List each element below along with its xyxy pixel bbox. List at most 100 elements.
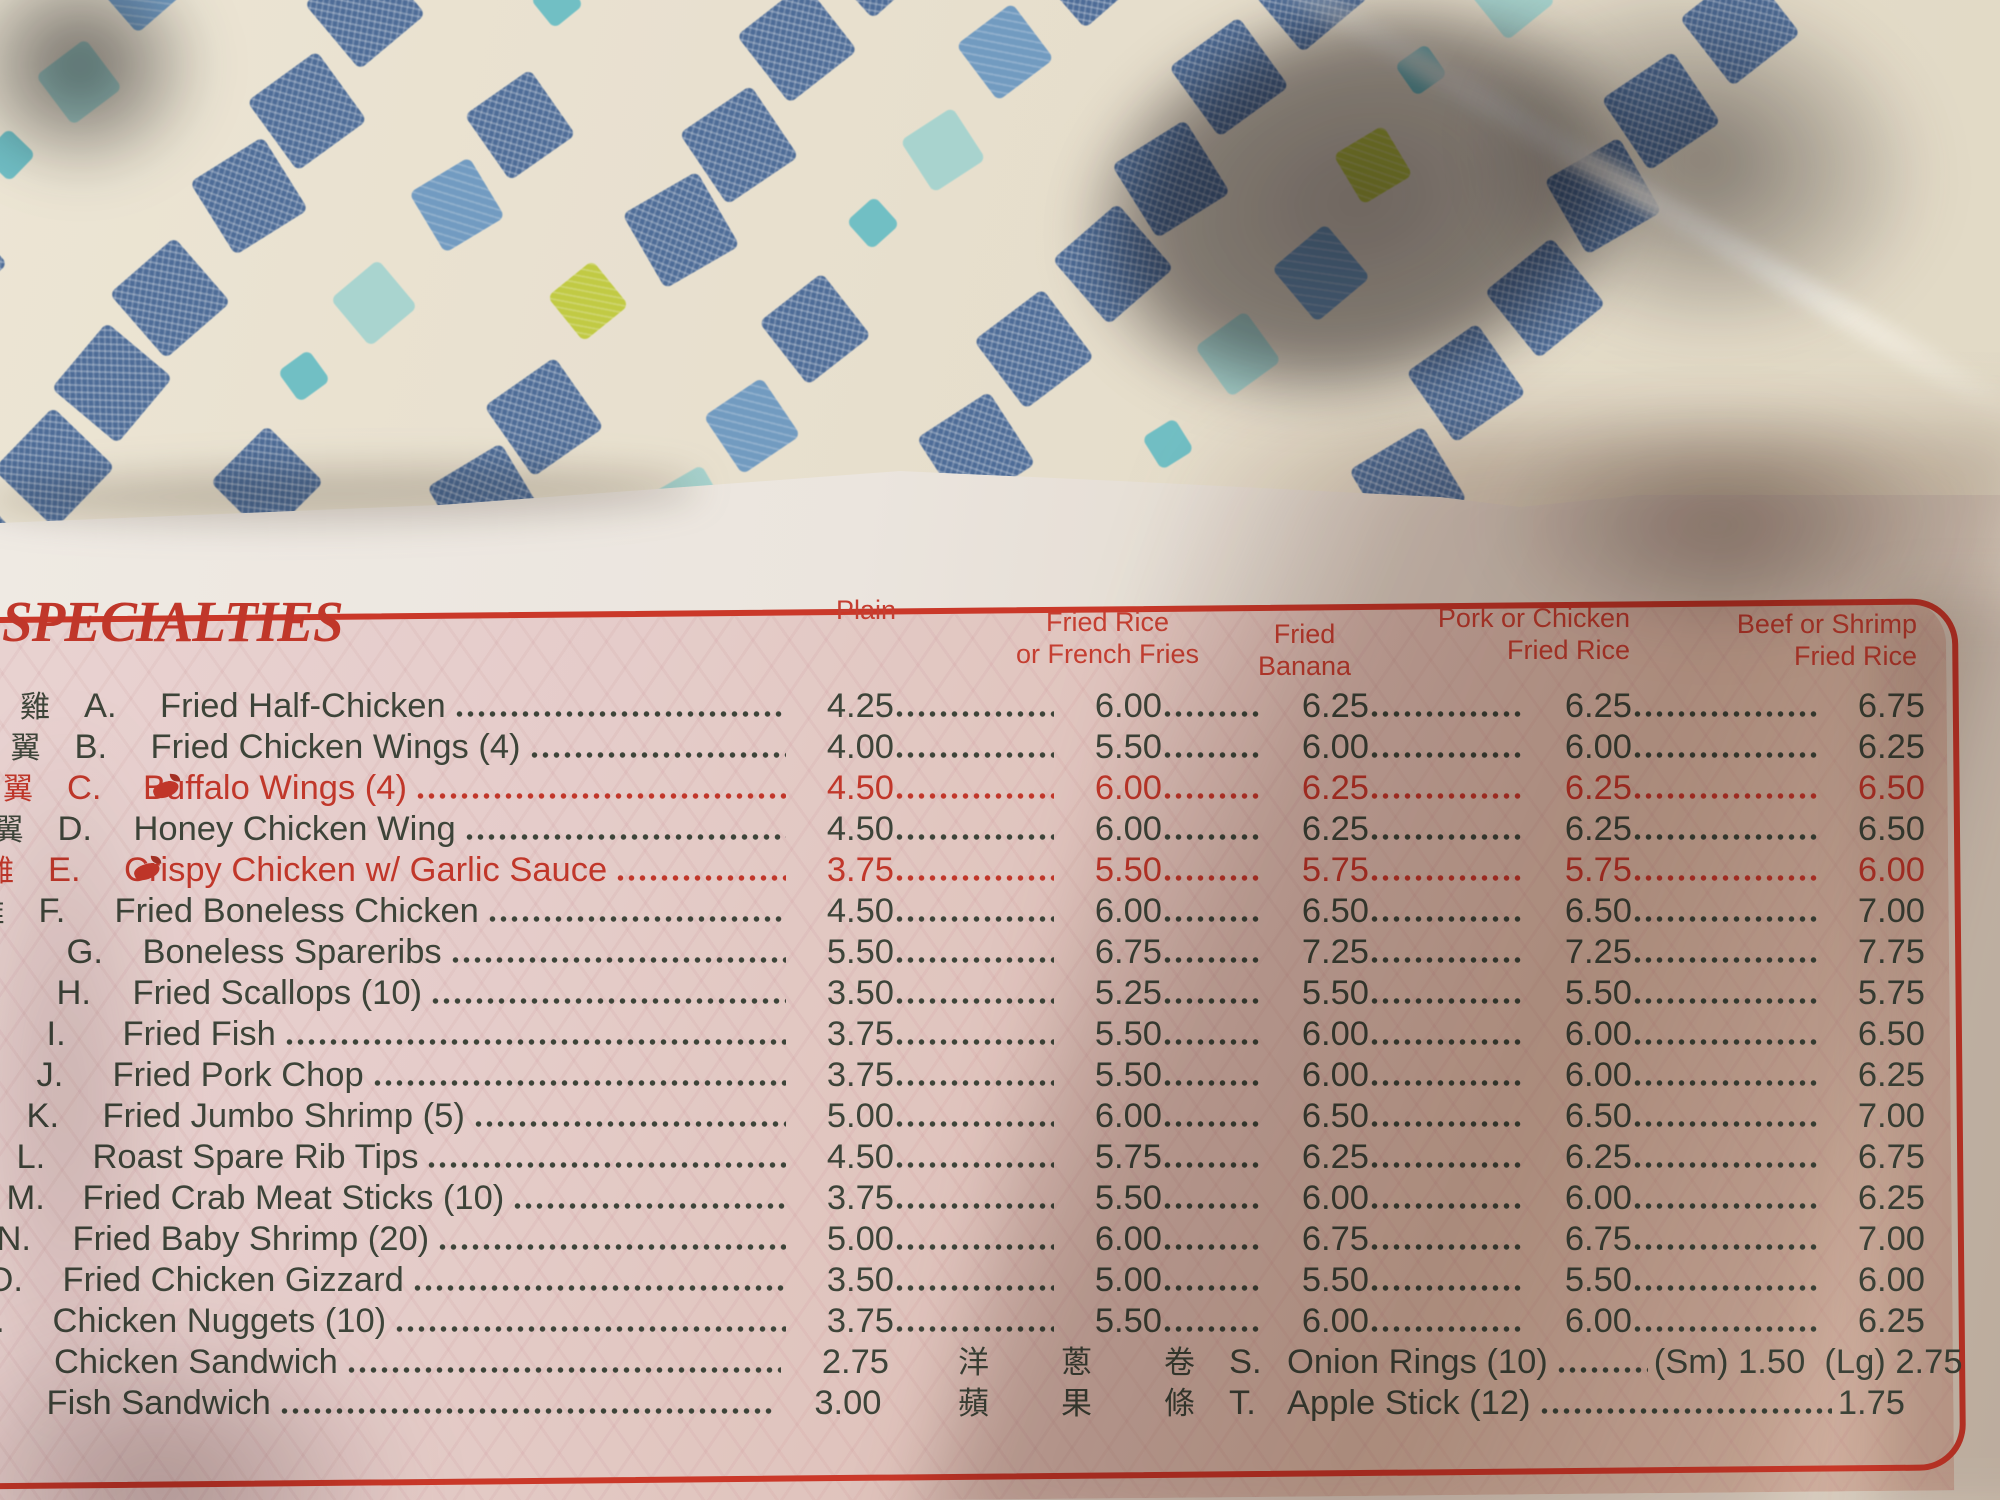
price-pork-chicken-rice: 6.00 [1564,1055,1632,1094]
price-fried-rice-fries: 5.50 [1094,1301,1162,1340]
side-item-row: 洋 蔥 卷 S. Onion Rings (10) (Sm) 1.50 (Lg) 2.75 [958,1338,2000,1379]
menu-row: N. Fried Baby Shrimp (20) 5.00 6.00 6.75 6.75… [0,1215,1925,1256]
price-fried-rice-fries: 6.00 [1094,1096,1162,1135]
price-pork-chicken-rice: 6.25 [1564,768,1632,807]
price-plain: 4.00 [826,727,894,766]
item-name: Fish Sandwich [46,1383,271,1422]
price-pork-chicken-rice: 6.50 [1564,1096,1632,1135]
dot-leader [894,915,1054,923]
side-chinese-label: 卷 [1164,1345,1195,1381]
item-name: Onion Rings (10) [1287,1342,1548,1381]
dot-leader [894,710,1054,718]
dot-leader [1369,874,1524,882]
menu-row: 雞F. Fried Boneless Chicken 4.50 6.00 6.50 6.5… [0,887,1925,930]
side-price: (Sm) 1.50 (Lg) 2.75 [1653,1342,1963,1381]
price-beef-shrimp-rice: 6.00 [1857,850,1925,889]
price-beef-shrimp-rice: 7.00 [1857,891,1925,930]
item-name: Fried Crab Meat Sticks (10) [82,1178,505,1217]
item-letter: S. [1229,1342,1262,1381]
price-pork-chicken-rice: 6.25 [1564,686,1632,725]
price-plain: 4.50 [826,1137,894,1176]
item-name: Fried Fish [122,1014,276,1053]
price-pork-chicken-rice: 6.50 [1564,891,1632,930]
menu-row: Fish Sandwich 3.00 [0,1379,882,1420]
price-pork-chicken-rice: 6.25 [1564,1137,1632,1176]
menu-row: 翼 B. Fried Chicken Wings (4) 4.00 5.50 6.00 6.… [11,723,1926,766]
price-beef-shrimp-rice: 6.75 [1857,686,1925,725]
dot-leader [894,1284,1054,1292]
price-fried-rice-fries: 6.00 [1094,891,1162,930]
price-fried-rice-fries: 6.00 [1094,768,1162,807]
column-header-pork-chicken-rice: Pork or Chicken Fried Rice [1437,603,1630,665]
dot-leader [411,1284,786,1292]
item-name: Fried Pork Chop [112,1055,364,1094]
dot-leader [414,792,786,800]
dot-leader [894,1202,1054,1210]
item-letter: G. [66,932,103,971]
price-fried-banana: 6.00 [1301,1055,1369,1094]
menu-row: I. Fried Fish 3.75 5.50 6.00 6.00 6.50 [0,1010,1926,1053]
dot-leader [1369,1202,1524,1210]
dot-leader [1632,751,1817,759]
dot-leader [1632,1284,1817,1292]
dot-leader [1538,1407,1832,1415]
item-chinese-label: 雞 [20,690,50,725]
dot-leader [1162,997,1261,1005]
item-letter: A. [84,686,117,725]
menu-row: H. Fried Scallops (10) 3.50 5.25 5.50 5.50 5.7… [0,969,1926,1010]
price-fried-banana: 6.00 [1301,727,1369,766]
price-plain: 3.00 [814,1383,882,1422]
menu-row: J. Fried Pork Chop 3.75 5.50 6.00 6.00 6.25 [0,1051,1926,1094]
dot-leader [1369,956,1524,964]
dot-leader [894,1325,1054,1333]
dot-leader [894,874,1054,882]
item-name: Buffalo Wings (4) [143,768,407,807]
dot-leader [1369,751,1524,759]
dot-leader [1632,1120,1817,1128]
price-fried-banana: 6.50 [1301,1096,1369,1135]
dot-leader [512,1202,786,1210]
price-beef-shrimp-rice: 7.00 [1857,1096,1925,1135]
dot-leader [472,1120,786,1128]
dot-leader [1162,1202,1261,1210]
dot-leader [894,833,1054,841]
item-letter: I. [46,1014,66,1053]
price-fried-banana: 7.25 [1301,932,1369,971]
dot-leader [1369,833,1524,841]
price-pork-chicken-rice: 6.00 [1564,1178,1632,1217]
item-name: Boneless Spareribs [142,932,442,971]
dot-leader [1369,1161,1524,1169]
dot-leader [615,874,786,882]
dot-leader [486,915,786,923]
dot-leader [894,1079,1054,1087]
price-plain: 3.75 [826,1055,894,1094]
item-name: Roast Spare Rib Tips [92,1137,419,1176]
price-fried-rice-fries: 5.50 [1094,1178,1162,1217]
dot-leader [1632,874,1817,882]
price-pork-chicken-rice: 6.00 [1564,1301,1632,1340]
price-beef-shrimp-rice: 6.75 [1857,1137,1925,1176]
item-letter: C. [67,770,181,806]
price-plain: 3.50 [826,1260,894,1299]
price-fried-banana: 6.25 [1301,768,1369,807]
price-plain: 4.25 [826,686,894,725]
dot-leader [1162,792,1261,800]
menu-row: G. Boneless Spareribs 5.50 6.75 7.25 7.25 7.75 [0,928,1926,971]
item-chinese-label: 翼 [3,772,33,807]
price-beef-shrimp-rice: 6.25 [1857,1178,1925,1217]
price-fried-rice-fries: 6.00 [1094,686,1162,725]
price-fried-banana: 6.00 [1301,1014,1369,1053]
price-plain: 3.75 [826,1178,894,1217]
price-fried-rice-fries: 5.50 [1094,850,1162,889]
item-name: Chicken Nuggets (10) [52,1301,387,1340]
dot-leader [1632,915,1817,923]
menu-row: K. Fried Jumbo Shrimp (5) 5.00 6.00 6.50 6.50… [0,1092,1926,1135]
dot-leader [1162,751,1261,759]
dot-leader [1162,874,1261,882]
dot-leader [1162,833,1261,841]
dot-leader [1632,997,1817,1005]
dot-leader [453,710,786,718]
item-letter: T. [1229,1383,1256,1422]
price-pork-chicken-rice: 5.75 [1564,850,1632,889]
